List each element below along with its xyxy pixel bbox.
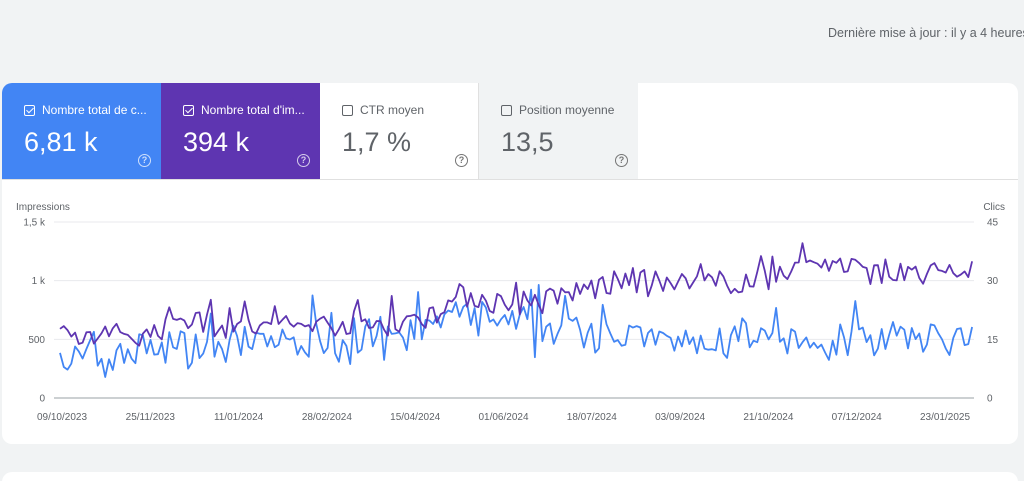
metric-value: 1,7 % bbox=[342, 127, 412, 157]
right-axis-tick-label: 30 bbox=[987, 276, 999, 287]
metric-header: Position moyenne bbox=[501, 103, 614, 117]
x-axis-tick-label: 01/06/2024 bbox=[478, 412, 528, 423]
right-axis-tick-label: 0 bbox=[987, 394, 993, 405]
checkbox-checked-icon[interactable] bbox=[183, 104, 194, 116]
divider bbox=[2, 179, 1018, 180]
left-axis-tick-label: 500 bbox=[28, 335, 45, 346]
x-axis-tick-label: 09/10/2023 bbox=[37, 412, 87, 423]
checkbox-checked-icon[interactable] bbox=[24, 104, 35, 116]
last-update-text: Dernière mise à jour : il y a 4 heures bbox=[828, 26, 1024, 40]
left-axis-tick-label: 0 bbox=[39, 394, 45, 405]
next-card bbox=[2, 472, 1018, 481]
metric-average-position[interactable]: Position moyenne 13,5 ? bbox=[479, 83, 638, 180]
performance-chart[interactable]: 0 500 1 k 1,5 k 0 15 30 45 Impressions Clics 09/10… bbox=[2, 83, 1018, 444]
x-axis-tick-label: 07/12/2024 bbox=[832, 412, 882, 423]
metric-label: Nombre total d'im... bbox=[201, 103, 305, 117]
metric-value: 394 k bbox=[183, 127, 250, 157]
metric-header: CTR moyen bbox=[342, 103, 424, 117]
metric-label: CTR moyen bbox=[360, 103, 425, 117]
left-axis-tick-label: 1,5 k bbox=[23, 218, 46, 229]
x-axis-tick-label: 23/01/2025 bbox=[920, 412, 970, 423]
help-icon[interactable]: ? bbox=[615, 154, 628, 167]
checkbox-unchecked-icon[interactable] bbox=[342, 104, 353, 116]
help-icon[interactable]: ? bbox=[297, 154, 310, 167]
help-icon[interactable]: ? bbox=[455, 154, 468, 167]
x-axis-tick-label: 03/09/2024 bbox=[655, 412, 705, 423]
x-axis-tick-label: 28/02/2024 bbox=[302, 412, 352, 423]
metric-label: Nombre total de c... bbox=[42, 103, 147, 117]
checkbox-unchecked-icon[interactable] bbox=[501, 104, 512, 116]
right-axis-label: Clics bbox=[983, 202, 1005, 213]
series-line-impressions bbox=[59, 242, 973, 347]
metric-total-impressions[interactable]: Nombre total d'im... 394 k ? bbox=[161, 83, 320, 180]
metric-total-clicks[interactable]: Nombre total de c... 6,81 k ? bbox=[2, 83, 161, 180]
performance-card: Nombre total de c... 6,81 k ? Nombre tot… bbox=[2, 83, 1018, 444]
metric-value: 13,5 bbox=[501, 127, 554, 157]
help-icon[interactable]: ? bbox=[138, 154, 151, 167]
x-axis-tick-label: 18/07/2024 bbox=[567, 412, 617, 423]
right-axis-tick-label: 45 bbox=[987, 218, 999, 229]
left-axis-tick-label: 1 k bbox=[32, 276, 46, 287]
left-axis-label: Impressions bbox=[16, 202, 70, 213]
x-axis-tick-label: 11/01/2024 bbox=[214, 412, 264, 423]
metric-label: Position moyenne bbox=[519, 103, 615, 117]
x-axis-tick-label: 25/11/2023 bbox=[126, 412, 176, 423]
metric-header: Nombre total d'im... bbox=[183, 103, 305, 117]
metric-value: 6,81 k bbox=[24, 127, 98, 157]
x-axis-tick-label: 21/10/2024 bbox=[743, 412, 793, 423]
right-axis-tick-label: 15 bbox=[987, 335, 999, 346]
metric-header: Nombre total de c... bbox=[24, 103, 147, 117]
series-line-clicks bbox=[59, 284, 973, 378]
metric-average-ctr[interactable]: CTR moyen 1,7 % ? bbox=[320, 83, 479, 180]
x-axis-tick-label: 15/04/2024 bbox=[390, 412, 440, 423]
